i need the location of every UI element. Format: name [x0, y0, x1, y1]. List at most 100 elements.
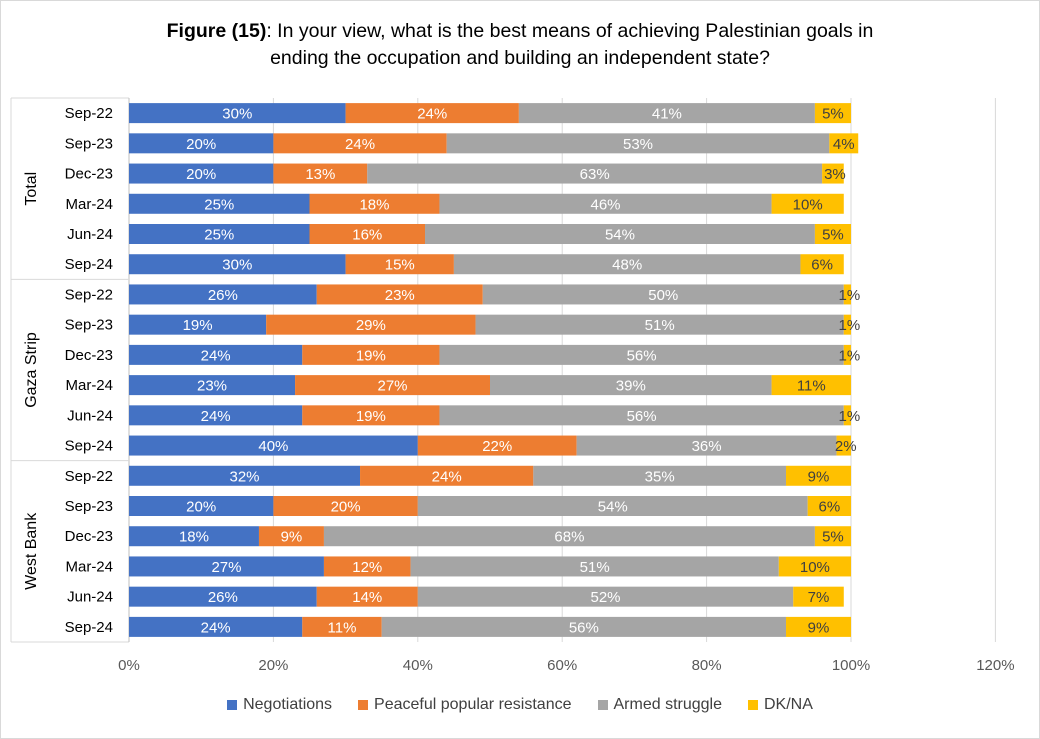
data-label: 6%	[818, 499, 840, 516]
category-label: Mar-24	[65, 377, 113, 394]
category-label: Sep-24	[65, 619, 113, 636]
bar-segment	[129, 526, 259, 547]
x-tick-label: 20%	[258, 657, 288, 674]
data-label: 10%	[800, 559, 830, 576]
bar-segment	[129, 344, 303, 365]
bar-segment	[439, 405, 844, 426]
bar-segment	[129, 133, 274, 154]
bar-segment	[302, 616, 382, 637]
data-label: 50%	[648, 287, 678, 304]
data-label: 30%	[222, 106, 252, 123]
bar-segment	[786, 616, 851, 637]
category-label: Mar-24	[65, 558, 113, 575]
bar-segment	[786, 465, 851, 486]
bar-segment	[446, 133, 830, 154]
bar-segment	[843, 344, 851, 365]
bar-segment	[533, 465, 787, 486]
data-label: 54%	[598, 499, 628, 516]
data-label: 1%	[839, 408, 861, 425]
data-label: 13%	[305, 166, 335, 183]
x-tick-label: 80%	[692, 657, 722, 674]
category-label: Mar-24	[65, 196, 113, 213]
data-label: 51%	[645, 317, 675, 334]
bar-segment	[771, 193, 844, 214]
x-tick-label: 60%	[547, 657, 577, 674]
data-label: 19%	[356, 347, 386, 364]
data-label: 27%	[378, 378, 408, 395]
bar-segment	[129, 496, 274, 516]
data-label: 25%	[204, 227, 234, 244]
bar-segment	[273, 163, 368, 184]
data-label: 41%	[652, 106, 682, 123]
data-label: 52%	[591, 589, 621, 606]
bar-segment	[129, 375, 296, 396]
data-label: 26%	[208, 287, 238, 304]
chart-legend: Negotiations Peaceful popular resistance…	[0, 696, 1040, 714]
category-label: Jun-24	[67, 407, 113, 424]
data-label: 5%	[822, 227, 844, 244]
legend-label-armed: Armed struggle	[613, 696, 723, 713]
title-figure-number: Figure (15)	[166, 20, 267, 42]
bar-segment	[129, 163, 274, 184]
data-label: 12%	[352, 559, 382, 576]
legend-item-negotiations: Negotiations	[227, 696, 332, 714]
bar-segment	[309, 193, 440, 214]
bar-segment	[453, 254, 801, 275]
bar-segment	[576, 435, 837, 456]
data-label: 24%	[201, 408, 231, 425]
data-label: 11%	[328, 619, 357, 636]
bar-segment	[367, 163, 823, 184]
data-label: 40%	[258, 438, 288, 455]
data-label: 1%	[839, 287, 861, 304]
legend-swatch-peaceful	[358, 700, 369, 710]
bar-segment	[417, 435, 577, 456]
data-label: 2%	[835, 438, 857, 455]
data-label: 48%	[612, 257, 642, 274]
legend-label-negotiations: Negotiations	[243, 696, 333, 713]
data-label: 20%	[186, 499, 216, 516]
bar-segment	[843, 314, 851, 335]
bar-segment	[381, 616, 787, 637]
bar-segment	[323, 556, 411, 577]
bar-segment	[490, 375, 772, 396]
category-label: Jun-24	[67, 226, 113, 243]
legend-swatch-dkna	[748, 700, 758, 710]
bar-segment	[129, 224, 310, 244]
bar-segment	[814, 224, 851, 244]
bar-segment	[129, 465, 361, 486]
bar-segment	[129, 254, 346, 275]
title-line-1: : In your view, what is the best means o…	[266, 20, 874, 42]
x-tick-label: 40%	[403, 657, 433, 674]
bar-segment	[323, 526, 815, 547]
data-label: 19%	[183, 317, 213, 334]
bar-segment	[129, 586, 317, 607]
bar-segment	[410, 556, 779, 577]
data-label: 1%	[839, 317, 861, 334]
group-label: Gaza Strip	[23, 332, 40, 408]
group-label: Total	[23, 172, 40, 206]
bar-segment	[439, 193, 772, 214]
category-label: Jun-24	[67, 589, 113, 606]
bar-segment	[316, 586, 418, 607]
data-label: 23%	[197, 378, 227, 395]
data-label: 68%	[554, 529, 584, 546]
legend-swatch-negotiations	[227, 700, 238, 710]
bar-segment	[309, 224, 426, 244]
title-line-2: ending the occupation and building an in…	[270, 47, 770, 69]
data-label: 15%	[385, 257, 415, 274]
legend-label-dkna: DK/NA	[764, 696, 813, 713]
bar-segment	[482, 284, 844, 305]
bar-segment	[417, 586, 794, 607]
data-label: 30%	[222, 257, 252, 274]
bar-segment	[843, 405, 851, 426]
category-label: Dec-23	[65, 166, 113, 183]
data-label: 7%	[808, 589, 830, 606]
data-label: 10%	[793, 196, 823, 213]
bar-segment	[129, 193, 310, 214]
data-label: 20%	[186, 166, 216, 183]
legend-label-peaceful: Peaceful popular resistance	[374, 696, 572, 713]
bar-segment	[273, 133, 447, 154]
data-label: 5%	[822, 529, 844, 546]
